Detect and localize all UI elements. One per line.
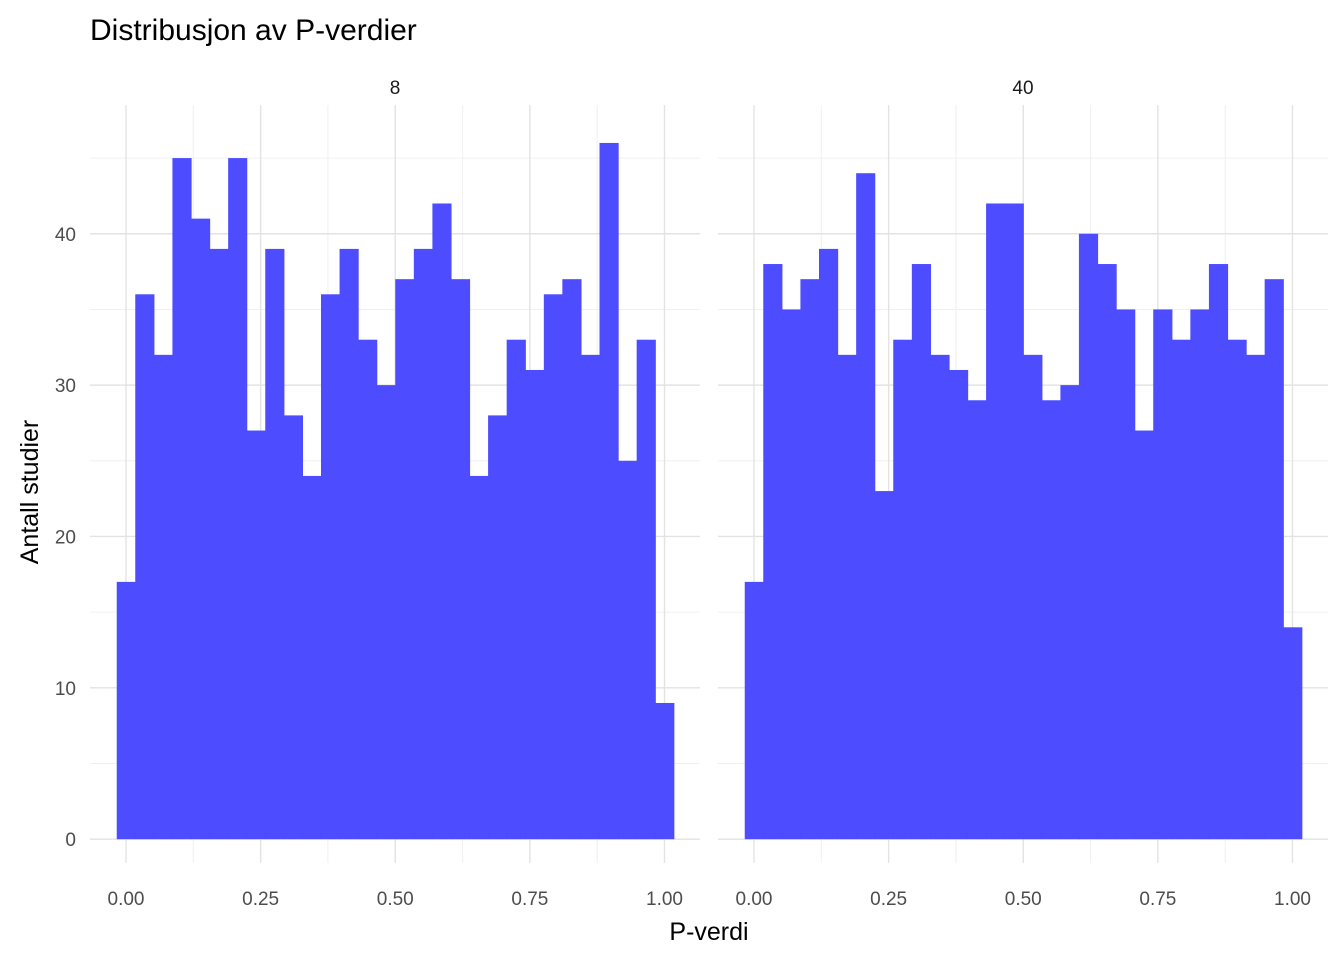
histogram-bar [1060,385,1080,840]
histogram-bar [1246,354,1266,840]
histogram-bar [172,158,192,840]
x-tick-label: 0.50 [377,889,414,910]
histogram-bar [376,385,396,840]
facet-strip-label: 40 [1012,78,1033,99]
x-axis-title: P-verdi [669,918,748,946]
histogram-bar [395,279,415,840]
histogram-bar [469,475,489,840]
facet-panel-8: 0.00 0.25 0.50 0.75 1.00 0 10 20 30 40 8 [55,78,700,910]
y-tick-label: 40 [55,225,76,246]
x-tick-label: 1.00 [1274,889,1311,910]
histogram-bar [655,702,675,840]
histogram-bar [432,203,452,840]
y-tick-label: 10 [55,679,76,700]
histogram-bar [320,294,341,840]
histogram-bar [911,264,932,840]
x-tick-label: 0.25 [242,889,279,910]
x-tick-label: 0.00 [108,889,145,910]
x-tick-label: 0.25 [870,889,907,910]
histogram-bar [1116,309,1136,840]
histogram-bar [967,400,987,840]
histogram-bar [302,475,322,840]
histogram-bar [800,279,820,840]
histogram-bar [1078,233,1099,840]
histogram-bar [1134,430,1154,840]
histogram-bar [116,581,136,840]
histogram-bar [781,309,802,840]
histogram-bar [506,339,526,840]
x-tick-label: 0.50 [1005,889,1042,910]
histogram-bar [543,294,563,840]
facet-strip-label: 8 [390,78,401,99]
histogram-bar [1190,309,1210,840]
histogram-bar [1153,309,1173,840]
histogram-bar [488,415,508,840]
facet-panel-40: 0.00 0.25 0.50 0.75 1.00 40 [718,78,1328,910]
histogram-bar [893,339,913,840]
histogram-bar [1208,264,1229,840]
histogram-bar [525,369,545,840]
histogram-bar [562,279,582,840]
histogram-bar [135,294,155,840]
histogram-bar [450,279,471,840]
histogram-bar [153,354,174,840]
histogram-bar [209,248,229,840]
y-tick-label: 30 [55,376,76,397]
histogram-bar [837,354,857,840]
x-tick-label: 1.00 [646,889,683,910]
x-tick-label: 0.75 [1139,889,1176,910]
histogram-bar [1227,339,1247,840]
histogram-bar [1264,279,1284,840]
histogram-bar [744,581,764,840]
histogram-bar [818,248,839,840]
histogram-bars [116,142,675,840]
y-tick-label: 0 [65,830,76,851]
histogram-bar [930,354,950,840]
histogram-bar [1283,627,1303,840]
histogram-bar [986,203,1006,840]
histogram-bar [1004,203,1024,840]
histogram-bars [744,173,1303,840]
x-tick-label: 0.00 [736,889,773,910]
y-tick-label: 20 [55,527,76,548]
histogram-bar [874,491,894,840]
histogram-bar [1097,264,1117,840]
y-axis-title: Antall studier [16,420,44,565]
histogram-bar [190,218,211,840]
histogram-bar [856,173,876,840]
histogram-bar [580,354,601,840]
x-tick-label: 0.75 [511,889,548,910]
histogram-bar [1171,339,1191,840]
histogram-bar [413,248,434,840]
histogram-bar [763,264,783,840]
histogram-bar [228,158,248,840]
histogram-bar [599,142,619,840]
histogram-bar [246,430,266,840]
histogram-bar [1041,400,1062,840]
histogram-bar [265,248,285,840]
histogram-bar [1023,354,1043,840]
histogram-bar [283,415,304,840]
histogram-bar [358,339,378,840]
histogram-bar [636,339,656,840]
histogram-bar [948,369,969,840]
chart-title: Distribusjon av P-verdier [90,14,417,47]
histogram-bar [339,248,359,840]
histogram-bar [618,460,638,840]
